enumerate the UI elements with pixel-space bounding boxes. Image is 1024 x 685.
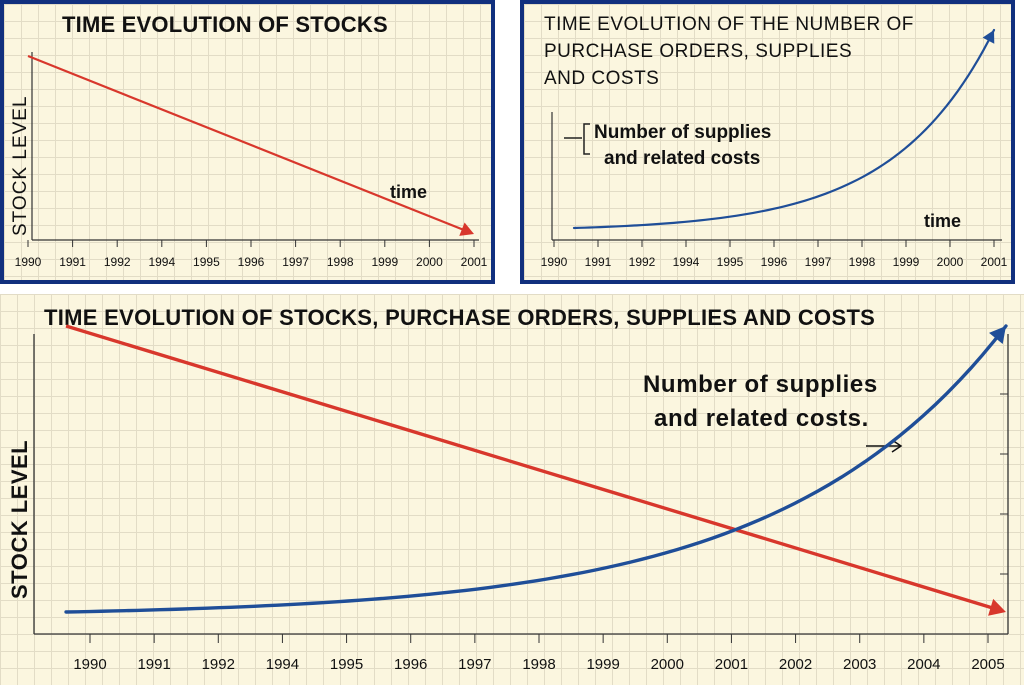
x-axis-label: time	[390, 182, 427, 202]
x-tick-label: 1994	[266, 656, 299, 673]
x-ticks: 1990 1991 1992 1994 1995 1996 1997 1998 1999 2000…	[73, 634, 1005, 673]
x-tick-label: 1991	[137, 656, 170, 673]
stock-series-arrowhead	[459, 222, 474, 236]
x-tick-label: 2001	[461, 255, 488, 269]
x-tick-label: 1990	[73, 656, 106, 673]
x-tick-label: 1991	[585, 255, 612, 269]
annotation-line-2: and related costs.	[654, 405, 869, 432]
x-tick-label: 1996	[761, 255, 788, 269]
x-tick-label: 1990	[15, 255, 42, 269]
x-tick-label: 1999	[371, 255, 398, 269]
chart-title: TIME EVOLUTION OF STOCKS	[62, 12, 388, 37]
chart-title-line-2: PURCHASE ORDERS, SUPPLIES	[544, 41, 853, 62]
supplies-series-line	[572, 28, 996, 230]
x-tick-label: 1994	[673, 255, 700, 269]
x-ticks: 1990 1991 1992 1994 1995 1996 1997 1998 1999 2000…	[541, 240, 1008, 269]
supplies-series-line	[64, 324, 1008, 614]
x-tick-label: 2002	[779, 656, 812, 673]
axes	[551, 112, 1002, 241]
series-layer	[27, 54, 474, 236]
chart-title-line-1: TIME EVOLUTION OF THE NUMBER OF	[544, 14, 914, 35]
series-layer	[572, 28, 996, 230]
annotation-line-2: and related costs	[604, 148, 760, 169]
x-tick-label: 1997	[282, 255, 309, 269]
x-tick-label: 1997	[805, 255, 832, 269]
x-axis-label: time	[924, 211, 961, 231]
x-tick-label: 1996	[394, 656, 427, 673]
chart-title: TIME EVOLUTION OF STOCKS, PURCHASE ORDER…	[44, 305, 876, 330]
x-tick-label: 2001	[715, 656, 748, 673]
supplies-series-arrowhead	[989, 326, 1006, 344]
axes	[33, 334, 1009, 635]
x-tick-label: 1998	[327, 255, 354, 269]
x-tick-label: 1992	[629, 255, 656, 269]
x-tick-label: 2004	[907, 656, 940, 673]
x-tick-label: 2005	[971, 656, 1004, 673]
x-tick-label: 1992	[104, 255, 131, 269]
x-tick-label: 1998	[522, 656, 555, 673]
stock-series-arrowhead	[988, 598, 1006, 616]
x-tick-label: 1997	[458, 656, 491, 673]
x-tick-label: 1991	[59, 255, 86, 269]
series-layer	[64, 324, 1008, 616]
x-tick-label: 1999	[893, 255, 920, 269]
y-axis-label: STOCK LEVEL	[7, 440, 32, 599]
supplies-chart-panel: TIME EVOLUTION OF THE NUMBER OF PURCHASE…	[520, 0, 1015, 284]
stock-series-line	[27, 54, 468, 233]
x-tick-label: 1995	[717, 255, 744, 269]
annotation-line-1: Number of supplies	[594, 122, 771, 143]
stock-series-line	[65, 324, 998, 611]
x-tick-label: 1994	[148, 255, 175, 269]
x-ticks: 1990 1991 1992 1994 1995 1996 1997 1998 1999 2000…	[15, 240, 488, 269]
x-tick-label: 2000	[416, 255, 443, 269]
x-tick-label: 1995	[330, 656, 363, 673]
right-axis-ticks	[1000, 393, 1008, 635]
x-tick-label: 1990	[541, 255, 568, 269]
supplies-chart: Number of supplies and related costs tim…	[541, 28, 1008, 269]
stock-chart: STOCK LEVEL time 1990 1991 1992 1994 1995 199…	[10, 52, 488, 269]
x-tick-label: 2000	[937, 255, 964, 269]
x-tick-label: 2003	[843, 656, 876, 673]
chart-title: TIME EVOLUTION OF THE NUMBER OF PURCHASE…	[544, 11, 914, 92]
annotation-bracket	[564, 123, 590, 155]
x-tick-label: 1992	[202, 656, 235, 673]
x-tick-label: 1996	[238, 255, 265, 269]
x-tick-label: 1995	[193, 255, 220, 269]
axes	[31, 52, 479, 241]
supplies-series-arrowhead	[982, 30, 995, 44]
annotation-arrow	[866, 439, 903, 453]
combined-chart: STOCK LEVEL Number of supplies and relat…	[7, 324, 1009, 673]
annotation-line-1: Number of supplies	[643, 371, 878, 398]
stock-chart-panel: TIME EVOLUTION OF STOCKS STOCK LEVEL tim…	[0, 0, 495, 284]
x-tick-label: 1999	[586, 656, 619, 673]
x-tick-label: 2000	[651, 656, 684, 673]
x-tick-label: 1998	[849, 255, 876, 269]
y-axis-label: STOCK LEVEL	[10, 95, 31, 236]
x-tick-label: 2001	[981, 255, 1008, 269]
chart-title-line-3: AND COSTS	[544, 68, 660, 89]
combined-chart-panel: TIME EVOLUTION OF STOCKS, PURCHASE ORDER…	[0, 294, 1024, 685]
